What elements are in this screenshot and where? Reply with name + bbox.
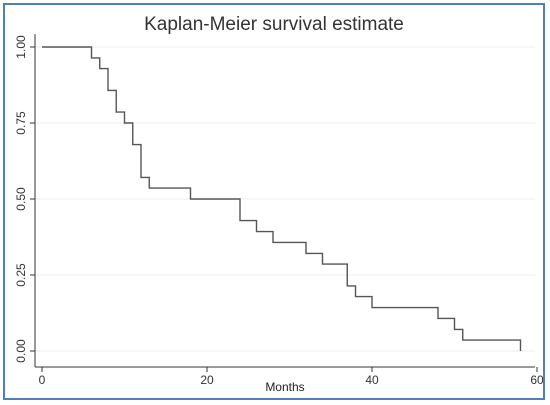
survival-curve-0 [42,46,522,351]
x-tick-label-0: 0 [39,373,46,387]
y-ticks: 0.00 0.25 0.50 0.75 1.00 [14,35,35,363]
series-group [42,46,522,351]
x-axis-label: Months [265,380,304,394]
y-tick-label-1: 0.25 [14,263,28,287]
grid [36,46,535,352]
axes [34,34,535,368]
x-ticks: 0 20 40 60 [39,367,543,387]
y-tick-label-0: 0.00 [14,339,28,363]
x-tick-label-3: 60 [530,373,543,387]
km-chart: Kaplan-Meier survival estimate 0 20 40 60 0… [14,14,543,394]
chart-title: Kaplan-Meier survival estimate [144,14,404,35]
y-tick-label-2: 0.50 [14,187,28,211]
y-tick-label-4: 1.00 [14,35,28,59]
x-tick-label-1: 20 [200,373,214,387]
chart-frame: Kaplan-Meier survival estimate 0 20 40 60 0… [3,3,545,400]
x-tick-label-2: 40 [365,373,379,387]
y-tick-label-3: 0.75 [14,111,28,135]
